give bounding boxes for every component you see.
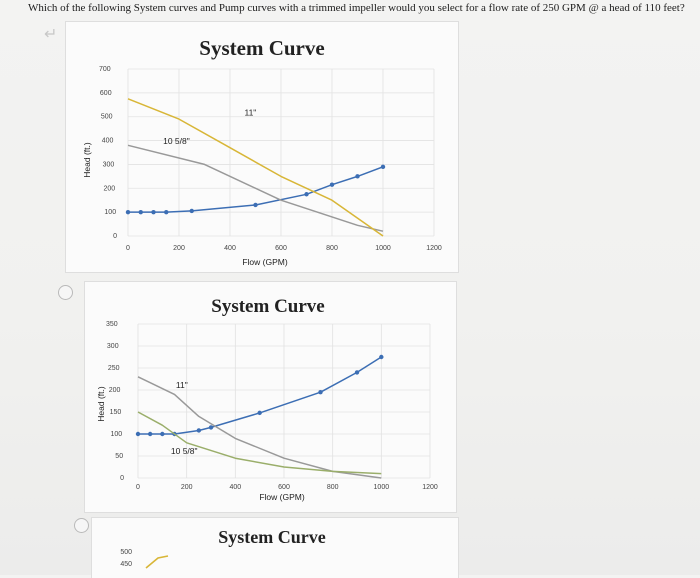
data-point-system — [380, 164, 386, 170]
series-line-system — [128, 166, 384, 213]
y-tick-label: 50 — [115, 453, 123, 460]
y-tick-label: 250 — [108, 365, 120, 372]
data-point-system — [151, 209, 156, 215]
chart-panel-2 — [85, 282, 456, 512]
x-tick-label: 0 — [136, 484, 140, 491]
chart-title: System Curve — [218, 527, 325, 547]
y-axis-label: Head (ft.) — [96, 386, 106, 422]
curve-annotation: 10 5/8" — [171, 446, 198, 456]
y-tick-label: 700 — [99, 66, 111, 73]
x-tick-label: 400 — [224, 245, 236, 252]
y-tick-label: 400 — [102, 138, 114, 145]
chart-1: System Curve 0 200 400 600 800 1000 1200 0 100 200… — [82, 36, 442, 267]
x-tick-label: 600 — [275, 245, 287, 252]
x-axis-label: Flow (GPM) — [242, 257, 288, 267]
x-tick-label: 0 — [126, 245, 130, 252]
data-point-system — [304, 192, 309, 197]
curve-annotation: 10 5/8" — [163, 136, 190, 146]
question-text: Which of the following System curves and… — [28, 2, 685, 14]
series-line-trimmed_impeller — [145, 555, 169, 569]
curve-annotation: 11" — [244, 108, 256, 118]
y-tick-label: 600 — [100, 90, 112, 97]
chart-title: System Curve — [199, 36, 324, 60]
data-point-system — [253, 202, 258, 208]
x-tick-label: 1000 — [375, 245, 391, 252]
series-line-trimmed_impeller_2 — [137, 411, 382, 475]
answer-radio-1[interactable] — [58, 285, 73, 300]
data-point-system — [354, 370, 360, 375]
y-axis-label: Head (ft.) — [82, 142, 92, 178]
y-tick-label: 350 — [106, 321, 118, 328]
data-point-system — [329, 182, 335, 187]
data-point-system — [355, 174, 360, 179]
x-tick-label: 400 — [229, 484, 241, 491]
y-tick-label: 100 — [104, 209, 116, 216]
y-tick-label: 300 — [103, 161, 115, 168]
y-tick-label: 0 — [113, 233, 117, 240]
x-tick-label: 1200 — [426, 245, 442, 252]
y-tick-label: 200 — [109, 387, 121, 394]
x-tick-label: 800 — [326, 245, 338, 252]
chart-panel-3 — [92, 518, 458, 578]
y-tick-label: 150 — [110, 409, 122, 416]
data-point-system — [379, 354, 384, 360]
x-tick-label: 200 — [181, 484, 193, 491]
data-point-system — [135, 431, 141, 437]
x-tick-label: 800 — [327, 484, 339, 491]
answer-radio-2[interactable] — [74, 518, 89, 533]
y-tick-label: 100 — [111, 431, 123, 438]
x-tick-label: 1200 — [422, 484, 438, 491]
y-tick-label: 500 — [120, 549, 132, 556]
y-tick-label: 500 — [101, 114, 113, 121]
data-point-system — [189, 208, 194, 214]
y-tick-label: 200 — [104, 185, 116, 192]
data-point-system — [208, 425, 214, 430]
series-line-full_impeller — [127, 144, 384, 232]
cursor-icon: ↵ — [44, 26, 58, 43]
data-point-system — [164, 209, 169, 215]
x-tick-label: 1000 — [374, 484, 390, 491]
data-point-system — [196, 428, 202, 433]
series-line-system — [138, 356, 382, 435]
data-point-system — [125, 209, 131, 215]
chart-3: System Curve 500 450 — [120, 527, 326, 569]
data-point-system — [147, 431, 153, 437]
x-tick-label: 200 — [173, 245, 185, 252]
curve-annotation: 11" — [176, 380, 188, 390]
y-tick-label: 300 — [107, 343, 119, 350]
data-point-system — [257, 410, 262, 416]
chart-2: System Curve 0 200 400 600 800 1000 1200 0 50 100 1… — [96, 296, 438, 502]
x-axis-label: Flow (GPM) — [259, 492, 305, 502]
data-point-system — [160, 431, 165, 437]
chart-panel-1 — [66, 22, 458, 272]
series-line-trimmed_impeller — [127, 98, 384, 237]
y-tick-label: 450 — [120, 561, 132, 568]
chart-title: System Curve — [211, 296, 324, 317]
data-point-system — [318, 390, 323, 395]
data-point-system — [138, 209, 143, 215]
x-tick-label: 600 — [278, 484, 290, 491]
y-tick-label: 0 — [120, 475, 124, 482]
